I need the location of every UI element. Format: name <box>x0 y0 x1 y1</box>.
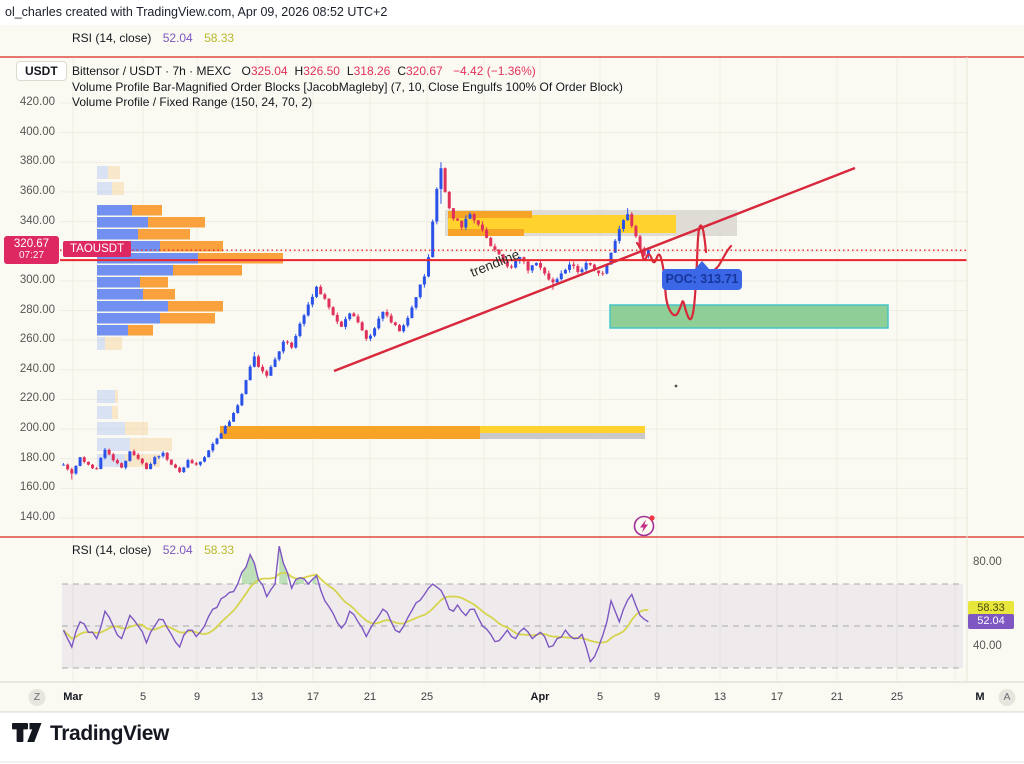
time-tick-label: 13 <box>250 691 264 703</box>
price-tick-label: 220.00 <box>19 392 55 405</box>
current-price-value: 320.67 <box>13 238 50 251</box>
rsi-legend-title: RSI (14, close) <box>72 543 152 557</box>
symbol-price-line-tag: TAOUSDT <box>63 241 132 258</box>
price-tick-label: 340.00 <box>19 214 55 227</box>
price-tick-label: 180.00 <box>19 451 55 464</box>
ohlc-value: 320.67 <box>405 64 443 78</box>
time-tick-label: Mar <box>63 691 83 703</box>
time-tick-label: 13 <box>713 691 727 703</box>
timezone-button[interactable]: Z <box>28 689 46 706</box>
time-tick-label: Apr <box>530 691 550 703</box>
rsi-top-legend-title: RSI (14, close) <box>72 31 152 45</box>
trendline-drawing[interactable] <box>333 166 856 373</box>
price-tick-label: 140.00 <box>19 511 55 523</box>
time-tick-label: 25 <box>420 691 434 703</box>
time-tick-label: 5 <box>139 691 147 703</box>
ohlc-letter: L <box>346 64 354 78</box>
change-value: −4.42 (−1.36%) <box>453 64 536 78</box>
ohlc-letter: O <box>241 64 251 78</box>
time-tick-label: M <box>975 691 985 703</box>
indicator-legend-volume-profile[interactable]: Volume Profile / Fixed Range (150, 24, 7… <box>72 95 313 109</box>
volume-profile-bars-faded <box>97 166 172 467</box>
rsi-pane-plot <box>62 546 963 669</box>
tradingview-logo-text: TradingView <box>50 722 169 745</box>
price-tick-label: 260.00 <box>19 333 55 346</box>
price-axis[interactable]: 420.00 400.00 380.00 360.00 340.00 300.00 280.… <box>0 0 60 712</box>
rsi-ma-line <box>62 571 649 644</box>
stray-dot <box>674 384 678 388</box>
flash-publish-icon[interactable] <box>633 515 655 537</box>
green-demand-zone <box>609 304 889 329</box>
price-tick-label: 160.00 <box>19 481 55 494</box>
rsi-value: 52.04 <box>162 543 193 557</box>
hand-drawn-projection[interactable] <box>635 224 708 321</box>
ohlc-letter: H <box>294 64 304 78</box>
price-tick-label: 380.00 <box>19 155 55 168</box>
price-tick-label: 240.00 <box>19 362 55 375</box>
rsi-top-value: 52.04 <box>162 31 193 45</box>
tradingview-logo[interactable]: TradingView <box>12 722 169 746</box>
ohlc-value: 318.26 <box>353 64 391 78</box>
rsi-rsi-value-tag: 52.04 <box>968 614 1014 630</box>
ohlc-value: 325.04 <box>250 64 288 78</box>
rsi-tick-label: 80.00 <box>973 556 1002 568</box>
attribution-text: ol_charles created with TradingView.com,… <box>5 5 388 19</box>
poc-callout-label[interactable]: POC: 313.71 <box>662 261 742 290</box>
time-tick-label: 5 <box>596 691 604 703</box>
rsi-tick-label: 40.00 <box>973 640 1002 652</box>
time-tick-label: 25 <box>890 691 904 703</box>
axis-settings-button[interactable]: A <box>998 689 1016 706</box>
time-tick-label: 17 <box>770 691 784 703</box>
grid <box>60 58 967 682</box>
price-tick-label: 280.00 <box>19 303 55 316</box>
rsi-top-ma-value: 58.33 <box>204 31 235 45</box>
current-price-tag: 320.67 07:27 <box>4 236 59 265</box>
time-tick-label: 21 <box>830 691 844 703</box>
price-tick-label: 420.00 <box>19 96 55 108</box>
price-tick-label: 300.00 <box>19 273 55 286</box>
ohlc-values: O325.04 H326.50 L318.26 C320.67 <box>235 64 443 78</box>
ohlc-letter: C <box>397 64 406 78</box>
rsi-top-legend[interactable]: RSI (14, close) 52.04 58.33 <box>72 31 234 45</box>
price-scale-currency-badge[interactable]: USDT <box>16 61 67 81</box>
price-tick-label: 200.00 <box>19 422 55 435</box>
time-axis[interactable]: Mar 5 9 13 17 21 25 Apr 5 9 13 17 21 25 M Z A <box>0 682 1024 712</box>
price-tick-label: 400.00 <box>19 125 55 138</box>
tradingview-logo-icon <box>12 723 42 742</box>
time-tick-label: 17 <box>306 691 320 703</box>
rsi-pane-legend[interactable]: RSI (14, close) 52.04 58.33 <box>72 543 234 557</box>
rsi-ma-value: 58.33 <box>204 543 235 557</box>
candlesticks <box>62 162 650 480</box>
indicator-legend-order-blocks[interactable]: Volume Profile Bar-Magnified Order Block… <box>72 80 623 94</box>
rsi-ma-value-tag: 58.33 <box>968 601 1014 616</box>
time-tick-label: 9 <box>653 691 661 703</box>
time-tick-label: 21 <box>363 691 377 703</box>
rsi-line <box>62 546 649 664</box>
price-tick-label: 360.00 <box>19 184 55 197</box>
time-tick-label: 9 <box>193 691 201 703</box>
symbol-legend[interactable]: Bittensor / USDT · 7h · MEXC O325.04 H326… <box>72 64 536 78</box>
symbol-title: Bittensor / USDT · 7h · MEXC <box>72 64 232 78</box>
bar-countdown: 07:27 <box>18 250 45 262</box>
ohlc-value: 326.50 <box>303 64 340 78</box>
